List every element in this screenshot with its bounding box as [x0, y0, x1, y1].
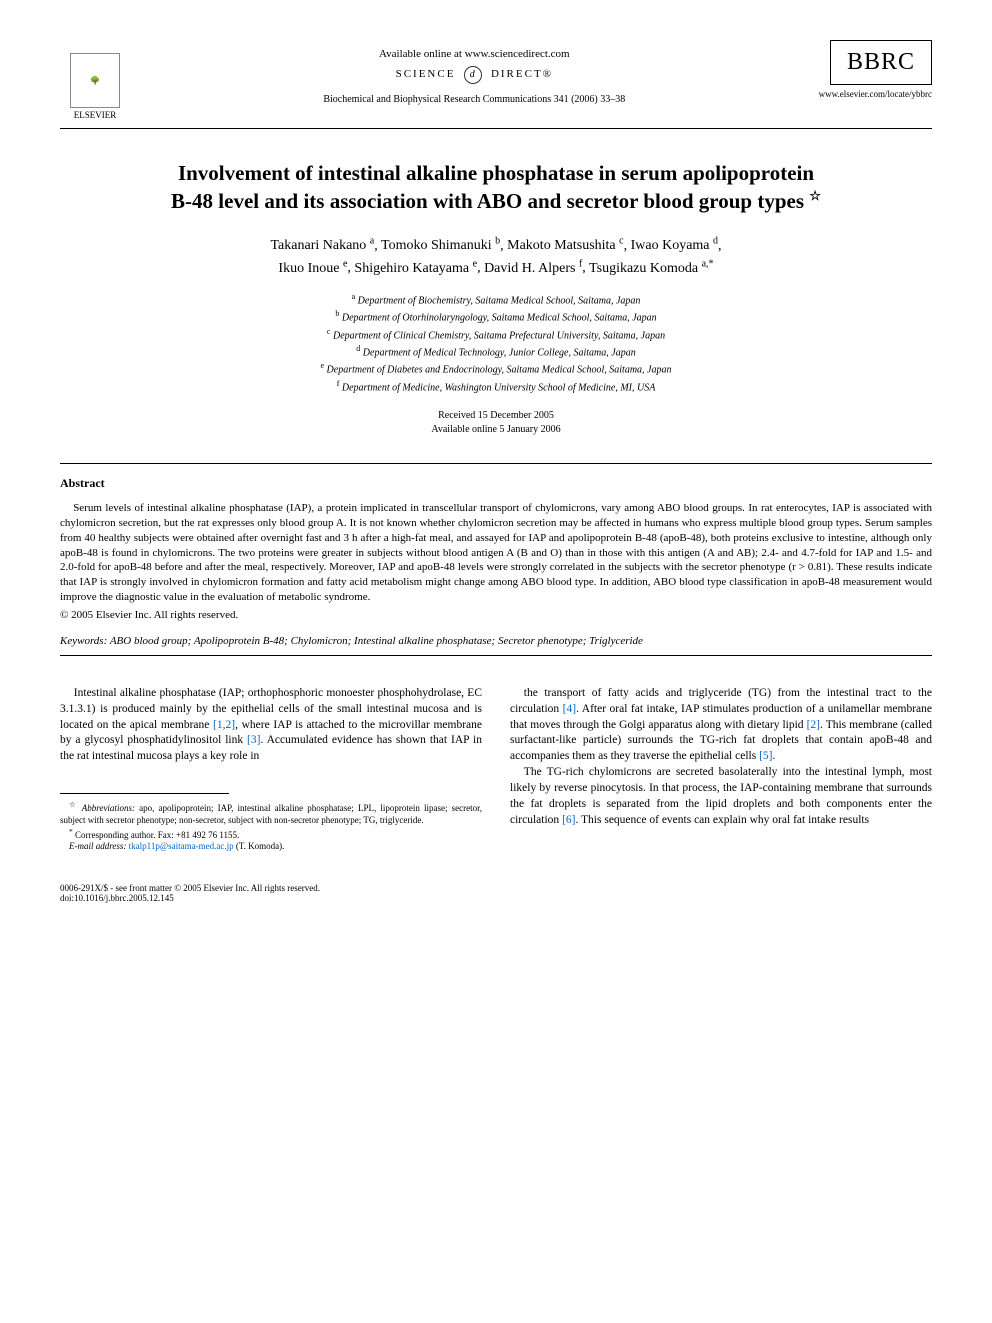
title-line1: Involvement of intestinal alkaline phosp…	[178, 161, 814, 185]
footer-left: 0006-291X/$ - see front matter © 2005 El…	[60, 883, 320, 903]
affiliation-line: c Department of Clinical Chemistry, Sait…	[60, 326, 932, 343]
received-date: Received 15 December 2005	[60, 409, 932, 423]
right-column: the transport of fatty acids and triglyc…	[510, 686, 932, 853]
footnotes-block: ☆ Abbreviations: apo, apolipoprotein; IA…	[60, 800, 482, 853]
left-column: Intestinal alkaline phosphatase (IAP; or…	[60, 686, 482, 853]
footer-copyright: 0006-291X/$ - see front matter © 2005 El…	[60, 883, 320, 893]
footnote-abbreviations: ☆ Abbreviations: apo, apolipoprotein; IA…	[60, 800, 482, 826]
corresponding-text: Corresponding author. Fax: +81 492 76 11…	[75, 830, 239, 840]
abbrev-label: Abbreviations:	[82, 803, 135, 813]
abstract-text: Serum levels of intestinal alkaline phos…	[60, 501, 932, 605]
affiliation-line: e Department of Diabetes and Endocrinolo…	[60, 360, 932, 377]
body-columns: Intestinal alkaline phosphatase (IAP; or…	[60, 686, 932, 853]
abstract-copyright: © 2005 Elsevier Inc. All rights reserved…	[60, 609, 932, 621]
citation-link[interactable]: [3]	[247, 734, 260, 746]
citation-link[interactable]: [6]	[562, 814, 575, 826]
citation-link[interactable]: [5]	[759, 750, 772, 762]
dates-block: Received 15 December 2005 Available onli…	[60, 409, 932, 437]
elsevier-logo: 🌳 ELSEVIER	[60, 40, 130, 120]
email-address[interactable]: tkalp11p@saitama-med.ac.jp	[129, 841, 234, 851]
affiliation-line: f Department of Medicine, Washington Uni…	[60, 378, 932, 395]
footer-doi: doi:10.1016/j.bbrc.2005.12.145	[60, 893, 320, 903]
authors-line2: Ikuo Inoue e, Shigehiro Katayama e, Davi…	[60, 256, 932, 279]
elsevier-tree-icon: 🌳	[70, 53, 120, 108]
authors-line1: Takanari Nakano a, Tomoko Shimanuki b, M…	[60, 234, 932, 257]
abstract-rule-top	[60, 463, 932, 464]
author-name: Tsugikazu Komoda a,*	[589, 261, 714, 276]
online-date: Available online 5 January 2006	[60, 423, 932, 437]
journal-citation: Biochemical and Biophysical Research Com…	[130, 94, 819, 105]
available-online-text: Available online at www.sciencedirect.co…	[130, 48, 819, 60]
author-name: Ikuo Inoue e	[278, 261, 347, 276]
authors-block: Takanari Nakano a, Tomoko Shimanuki b, M…	[60, 234, 932, 279]
page-footer: 0006-291X/$ - see front matter © 2005 El…	[60, 883, 932, 903]
abstract-heading: Abstract	[60, 476, 932, 491]
right-paragraph-2: The TG-rich chylomicrons are secreted ba…	[510, 765, 932, 828]
keywords-text: ABO blood group; Apolipoprotein B-48; Ch…	[110, 635, 643, 647]
header-center: Available online at www.sciencedirect.co…	[130, 40, 819, 105]
footnote-email: E-mail address: tkalp11p@saitama-med.ac.…	[60, 841, 482, 853]
email-suffix: (T. Komoda).	[236, 841, 285, 851]
elsevier-label: ELSEVIER	[74, 110, 117, 120]
citation-link[interactable]: [2]	[807, 719, 820, 731]
journal-header: 🌳 ELSEVIER Available online at www.scien…	[60, 40, 932, 120]
footnote-corresponding: * Corresponding author. Fax: +81 492 76 …	[60, 827, 482, 842]
title-line2: B-48 level and its association with ABO …	[171, 189, 804, 213]
article-title: Involvement of intestinal alkaline phosp…	[60, 159, 932, 216]
author-name: Iwao Koyama d	[631, 238, 718, 253]
author-name: Takanari Nakano a	[270, 238, 374, 253]
citation-link[interactable]: [4]	[563, 703, 576, 715]
sd-left: SCIENCE	[396, 68, 456, 80]
sd-right: DIRECT®	[491, 68, 553, 80]
keywords-line: Keywords: ABO blood group; Apolipoprotei…	[60, 635, 932, 647]
right-paragraph-1: the transport of fatty acids and triglyc…	[510, 686, 932, 765]
title-footnote-star: ☆	[809, 188, 821, 203]
sd-d-icon: d	[464, 66, 482, 84]
keywords-label: Keywords:	[60, 635, 107, 647]
journal-url: www.elsevier.com/locate/ybbrc	[819, 89, 932, 99]
email-label: E-mail address:	[69, 841, 126, 851]
citation-link[interactable]: [1,2]	[213, 719, 235, 731]
author-name: Shigehiro Katayama e	[354, 261, 477, 276]
left-paragraph: Intestinal alkaline phosphatase (IAP; or…	[60, 686, 482, 765]
header-rule	[60, 128, 932, 129]
affiliation-line: b Department of Otorhinolaryngology, Sai…	[60, 308, 932, 325]
author-name: David H. Alpers f	[484, 261, 582, 276]
journal-brand-box: BBRC www.elsevier.com/locate/ybbrc	[819, 40, 932, 99]
author-name: Makoto Matsushita c	[507, 238, 623, 253]
keywords-rule	[60, 655, 932, 656]
footnote-rule	[60, 793, 229, 794]
affiliation-line: a Department of Biochemistry, Saitama Me…	[60, 291, 932, 308]
science-direct-logo: SCIENCE d DIRECT®	[130, 66, 819, 84]
affiliations-block: a Department of Biochemistry, Saitama Me…	[60, 291, 932, 395]
affiliation-line: d Department of Medical Technology, Juni…	[60, 343, 932, 360]
author-name: Tomoko Shimanuki b	[381, 238, 500, 253]
bbrc-logo: BBRC	[830, 40, 932, 85]
